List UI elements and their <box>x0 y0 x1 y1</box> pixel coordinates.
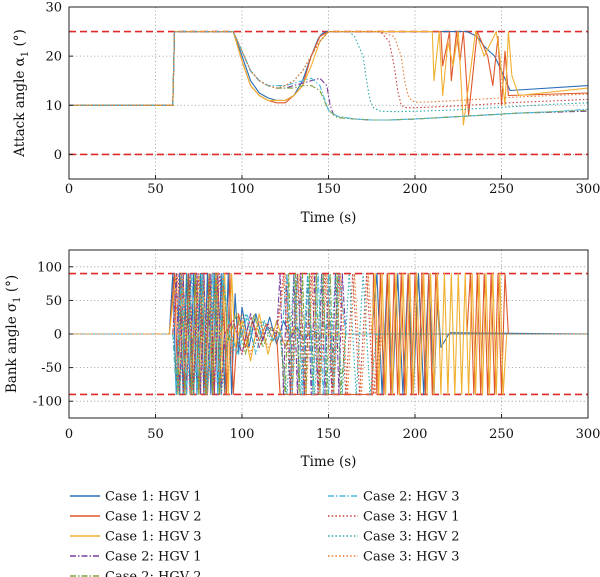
y-axis-label: Attack angle α1 (°) <box>12 29 31 158</box>
x-tick-label: 250 <box>489 427 514 442</box>
x-tick-label: 250 <box>489 182 514 197</box>
ticks: 0 50 100 150 200 250 300 -100 -50 0 50 100 <box>33 260 600 442</box>
legend-label-c1h1: Case 1: HGV 1 <box>105 490 202 505</box>
y-axis-label: Bank angle σ1 (°) <box>4 275 23 393</box>
series-group <box>69 31 588 126</box>
y-axis-label-sub: 1 <box>12 296 23 302</box>
series-line-c3h3 <box>69 272 588 396</box>
legend-label-c1h2: Case 1: HGV 2 <box>105 510 202 525</box>
legend: Case 1: HGV 1 Case 1: HGV 2 Case 1: HGV 3 C… <box>70 490 460 577</box>
x-axis-label: Time (s) <box>301 210 357 226</box>
legend-label-c3h1: Case 3: HGV 1 <box>363 510 460 525</box>
x-tick-label: 0 <box>65 182 73 197</box>
legend-label-c2h2: Case 2: HGV 2 <box>105 570 202 577</box>
y-tick-label: 20 <box>45 50 62 65</box>
x-tick-label: 150 <box>316 427 341 442</box>
x-axis-label: Time (s) <box>301 454 357 470</box>
x-tick-label: 200 <box>403 427 428 442</box>
x-tick-label: 200 <box>403 182 428 197</box>
series-line-c2h1 <box>69 272 588 396</box>
y-tick-label: 0 <box>54 328 62 343</box>
series-line-c2h3 <box>69 31 588 121</box>
x-tick-label: 50 <box>147 427 164 442</box>
x-tick-label: 300 <box>576 182 600 197</box>
legend-label-c2h3: Case 2: HGV 3 <box>363 490 460 505</box>
series-line-c3h2 <box>69 31 588 113</box>
series-line-c3h1 <box>69 272 588 396</box>
legend-label-c1h3: Case 1: HGV 3 <box>105 530 202 545</box>
legend-label-c2h1: Case 2: HGV 1 <box>105 550 202 565</box>
x-tick-label: 50 <box>147 182 164 197</box>
y-axis-label-main: Bank angle σ <box>4 303 20 393</box>
y-tick-label: 0 <box>54 148 62 163</box>
bank-angle-panel: 0 50 100 150 200 250 300 -100 -50 0 50 100 Time (s) B… <box>4 249 600 470</box>
y-axis-label-sub: 1 <box>20 51 31 57</box>
series-group <box>69 272 588 396</box>
x-tick-label: 100 <box>230 427 255 442</box>
y-axis-label-main: Attack angle α <box>12 57 28 158</box>
y-axis-label-unit: (°) <box>4 275 20 297</box>
legend-label-c3h3: Case 3: HGV 3 <box>363 550 460 565</box>
legend-label-c3h2: Case 3: HGV 2 <box>363 530 460 545</box>
y-tick-label: -50 <box>41 361 62 376</box>
x-tick-label: 0 <box>65 427 73 442</box>
attack-angle-panel: 0 50 100 150 200 250 300 0 10 20 30 Time (s) Attack … <box>12 1 600 227</box>
x-tick-label: 300 <box>576 427 600 442</box>
series-line-c1h3 <box>69 31 588 126</box>
y-tick-label: -100 <box>33 395 62 410</box>
ticks: 0 50 100 150 200 250 300 0 10 20 30 <box>45 1 600 198</box>
y-tick-label: 100 <box>37 260 62 275</box>
y-tick-label: 30 <box>45 1 62 16</box>
y-tick-label: 50 <box>45 294 62 309</box>
x-tick-label: 150 <box>316 182 341 197</box>
x-tick-label: 100 <box>230 182 255 197</box>
y-tick-label: 10 <box>45 99 62 114</box>
y-axis-label-unit: (°) <box>12 29 28 51</box>
